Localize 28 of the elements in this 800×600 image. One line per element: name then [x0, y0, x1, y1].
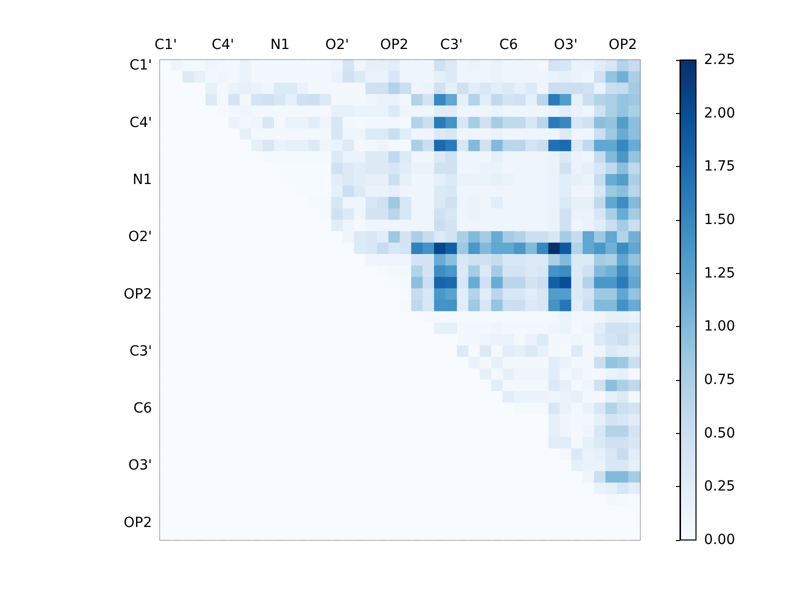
color-bar-label: 0.25 [704, 478, 736, 495]
color-bar-label: 1.00 [704, 318, 736, 335]
y-tick-label: O3' [128, 458, 152, 474]
y-tick-label: C6 [133, 400, 152, 417]
color-bar-label: 2.25 [704, 52, 736, 68]
color-bar-label: 0.50 [704, 425, 736, 442]
x-tick-label: OP2 [608, 37, 638, 53]
y-tick-label: O2' [128, 229, 152, 246]
y-tick-label: OP2 [124, 286, 152, 302]
color-bar-label: 1.25 [704, 265, 736, 282]
color-bar-label: 0.00 [704, 532, 736, 548]
y-tick-label: C4' [129, 114, 152, 131]
x-tick-label: C6 [499, 37, 518, 53]
x-tick-label: OP2 [380, 37, 408, 53]
x-tick-label: N1 [270, 37, 290, 53]
x-tick-label: C1' [154, 37, 177, 53]
color-bar-label: 1.75 [704, 158, 736, 175]
y-tick-label: OP2 [124, 514, 152, 531]
color-bar-label: 0.75 [704, 372, 736, 388]
x-tick-label: C4' [212, 37, 234, 53]
y-tick-label: N1 [132, 172, 152, 188]
y-tick-label: C3' [129, 343, 152, 360]
y-tick-label: C1' [129, 58, 152, 74]
x-tick-label: O2' [325, 37, 350, 53]
x-tick-label: O3' [554, 37, 578, 53]
color-bar-label: 2.00 [704, 105, 736, 122]
x-tick-label: C3' [440, 37, 463, 53]
color-bar-label: 1.50 [704, 212, 736, 228]
